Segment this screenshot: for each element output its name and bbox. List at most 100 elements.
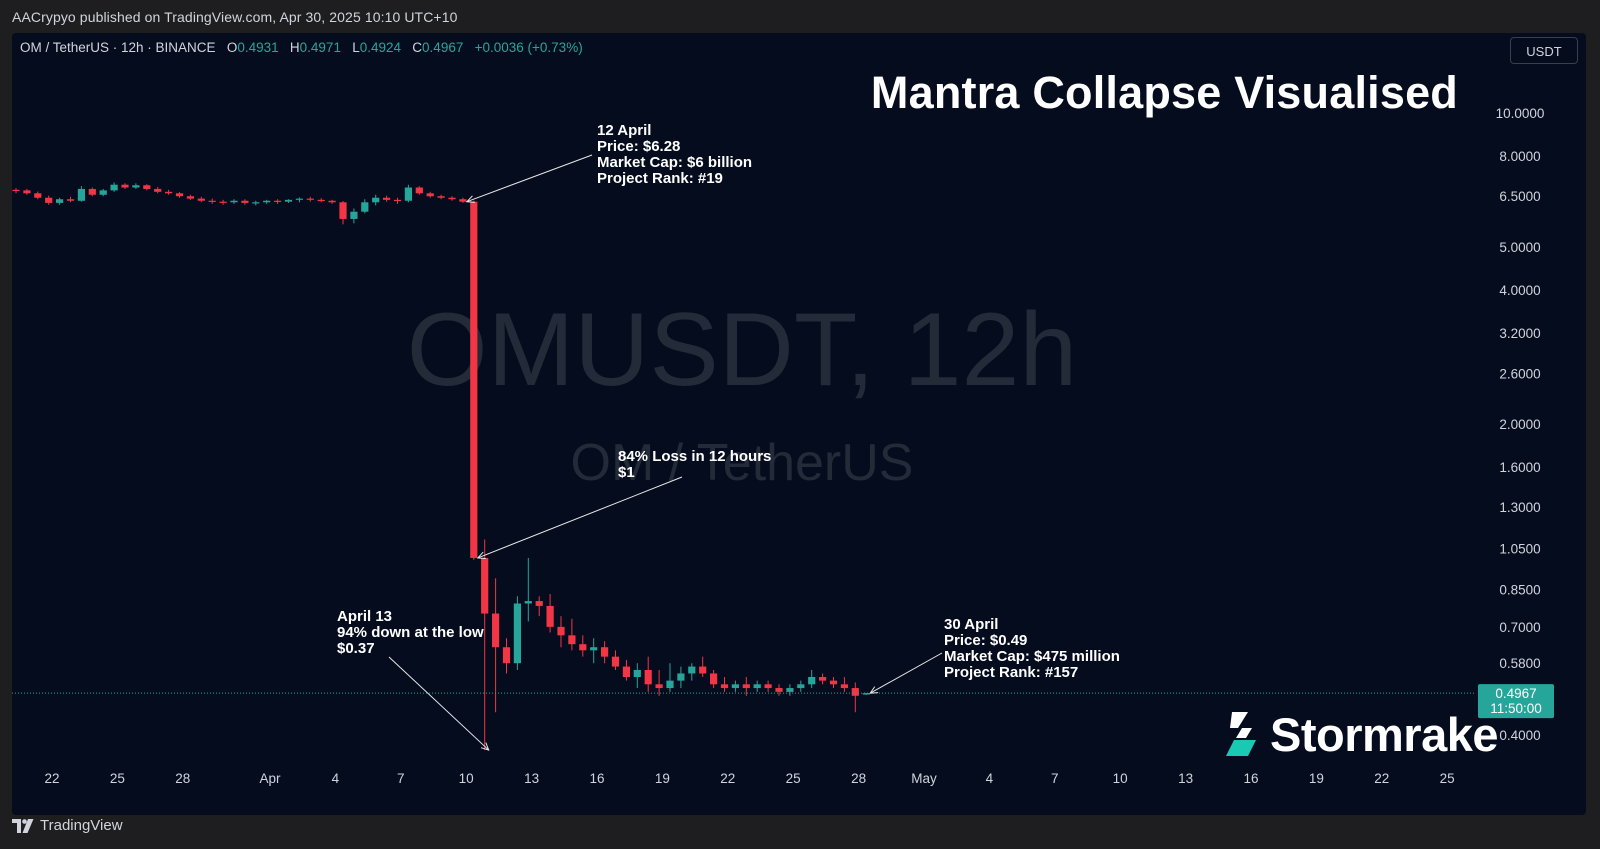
candle-body bbox=[633, 669, 641, 678]
candle-body bbox=[56, 199, 64, 203]
annotation-leader bbox=[388, 656, 490, 751]
candle-body bbox=[459, 199, 467, 202]
annotation-text: Price: $0.49 bbox=[944, 632, 1027, 649]
y-tick-label: 0.8500 bbox=[1499, 582, 1540, 597]
candle-body bbox=[110, 184, 118, 191]
candle-body bbox=[165, 191, 173, 194]
candle-body bbox=[143, 185, 151, 189]
candle-body bbox=[829, 680, 838, 685]
candle-body bbox=[45, 197, 53, 203]
annotation-text: Market Cap: $6 billion bbox=[597, 154, 752, 171]
candle-body bbox=[317, 199, 325, 202]
candle-body bbox=[513, 603, 521, 664]
stormrake-bolt-icon bbox=[1226, 712, 1256, 756]
candle-body bbox=[492, 613, 500, 648]
x-tick-label: 7 bbox=[397, 771, 405, 786]
candle-body bbox=[208, 200, 216, 202]
legend-low-label: L bbox=[352, 40, 360, 55]
candle-body bbox=[764, 684, 772, 689]
annotation-arrowhead bbox=[480, 742, 490, 751]
annotation-arrowhead bbox=[869, 686, 879, 694]
x-tick-label: 22 bbox=[1374, 771, 1389, 786]
candle-body bbox=[437, 196, 445, 198]
candle-body bbox=[77, 188, 85, 201]
candle-body bbox=[579, 644, 587, 651]
x-tick-label: 28 bbox=[175, 771, 190, 786]
candle-body bbox=[688, 666, 696, 674]
x-tick-label: 16 bbox=[1243, 771, 1258, 786]
candle-body bbox=[132, 185, 140, 188]
candle-body bbox=[121, 184, 129, 188]
candle-body bbox=[524, 601, 532, 604]
annotation-leader bbox=[869, 652, 943, 694]
chart-headline: Mantra Collapse Visualised bbox=[870, 67, 1458, 118]
annotation-leader bbox=[477, 476, 683, 559]
stormrake-logo: Stormrake bbox=[1222, 707, 1499, 761]
candle-body bbox=[720, 684, 729, 689]
candle-body bbox=[393, 199, 402, 202]
candle-body bbox=[230, 200, 238, 203]
candle-body bbox=[241, 200, 249, 203]
y-tick-label: 1.3000 bbox=[1499, 500, 1540, 515]
candle-body bbox=[448, 197, 456, 200]
published-byline: AACrypyo published on TradingView.com, A… bbox=[12, 9, 458, 25]
candle-body bbox=[361, 202, 369, 212]
watermark-subtitle: OM / TetherUS bbox=[571, 434, 914, 492]
candle-body bbox=[535, 601, 543, 606]
candle-body bbox=[775, 688, 783, 692]
annotation-arrowhead bbox=[465, 195, 475, 203]
currency-button[interactable]: USDT bbox=[1510, 37, 1578, 64]
x-tick-label: 10 bbox=[459, 771, 474, 786]
candle-body bbox=[677, 673, 685, 681]
candle-body bbox=[742, 684, 750, 689]
candle-body bbox=[699, 666, 707, 674]
candle-body bbox=[415, 187, 423, 194]
stormrake-wordmark: Stormrake bbox=[1270, 707, 1499, 761]
last-price-value: 0.4967 bbox=[1495, 686, 1536, 701]
candle-body bbox=[23, 190, 31, 194]
y-tick-label: 4.0000 bbox=[1499, 283, 1540, 298]
candle-body bbox=[295, 198, 303, 200]
y-tick-label: 0.5800 bbox=[1499, 656, 1540, 671]
y-tick-label: 1.0500 bbox=[1499, 542, 1540, 557]
legend-symbol: OM / TetherUS · 12h · BINANCE bbox=[20, 40, 216, 55]
annotation-text: Price: $6.28 bbox=[597, 138, 680, 155]
candle-body bbox=[284, 199, 293, 202]
legend-low: 0.4924 bbox=[359, 40, 402, 55]
candle-body bbox=[808, 677, 816, 685]
y-tick-label: 6.5000 bbox=[1499, 189, 1540, 204]
y-tick-label: 0.4000 bbox=[1499, 728, 1540, 743]
candle-body bbox=[426, 193, 434, 197]
x-tick-label: 19 bbox=[1309, 771, 1324, 786]
y-tick-label: 2.6000 bbox=[1499, 366, 1540, 381]
tradingview-footer[interactable]: TradingView bbox=[12, 817, 123, 834]
annotation-text: 94% down at the low bbox=[337, 624, 484, 641]
candle-body bbox=[306, 198, 314, 200]
x-tick-label: Apr bbox=[259, 771, 281, 786]
candle-body bbox=[328, 200, 336, 203]
legend-high-label: H bbox=[289, 40, 300, 55]
candle-body bbox=[753, 684, 761, 689]
y-tick-label: 8.0000 bbox=[1499, 149, 1540, 164]
candle-body bbox=[862, 693, 870, 695]
chart-panel[interactable]: OMUSDT, 12h OM / TetherUS 12 April Price: … bbox=[12, 33, 1586, 815]
candle-body bbox=[622, 666, 630, 678]
x-tick-label: 16 bbox=[589, 771, 604, 786]
annotation-text: Project Rank: #19 bbox=[597, 170, 723, 187]
candle-body bbox=[339, 202, 347, 219]
candle-body bbox=[481, 557, 489, 614]
x-tick-label: 4 bbox=[986, 771, 994, 786]
candle-body bbox=[644, 669, 652, 685]
watermark-title: OMUSDT, 12h bbox=[407, 292, 1077, 408]
candle-body bbox=[34, 193, 42, 198]
candle-body bbox=[590, 647, 598, 651]
candle-body bbox=[263, 200, 271, 203]
symbol-legend: OM / TetherUS · 12h · BINANCE O0.4931 H0… bbox=[20, 40, 583, 55]
x-tick-label: 22 bbox=[44, 771, 59, 786]
annotation-arrowhead bbox=[476, 551, 486, 560]
x-tick-label: 7 bbox=[1051, 771, 1059, 786]
y-tick-label: 10.0000 bbox=[1496, 106, 1545, 121]
candle-body bbox=[666, 680, 674, 689]
y-tick-label: 5.0000 bbox=[1499, 240, 1540, 255]
